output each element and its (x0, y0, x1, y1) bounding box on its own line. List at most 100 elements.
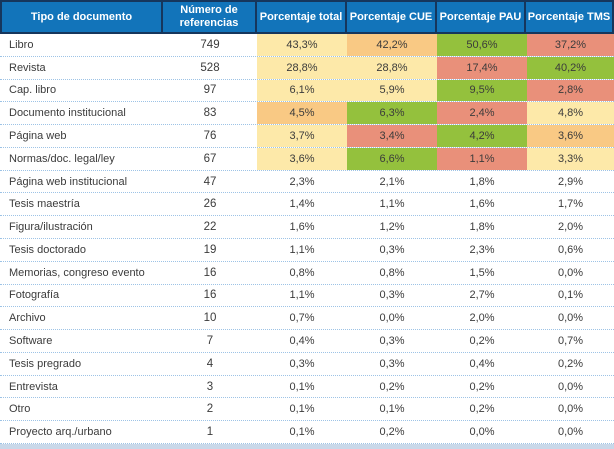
pct-value: 0,7% (557, 334, 584, 347)
table-row: Archivo 10 0,7% 0,0% 2,0% 0,0% (0, 307, 614, 331)
refs-value: 76 (203, 129, 217, 142)
table-row: Documento institucional 83 4,5% 6,3% 2,4% 4,8… (0, 102, 614, 126)
pct-value: 0,2% (379, 426, 405, 439)
table-row: Proyecto arq./urbano 1 0,1% 0,2% 0,0% 0,0% (0, 421, 614, 444)
pct-value: 2,8% (527, 79, 614, 102)
pct-value: 3,3% (527, 147, 614, 170)
table-row: Software 7 0,4% 0,3% 0,2% 0,7% (0, 330, 614, 353)
table-row: Revista 528 28,8% 28,8% 17,4% 40,2% (0, 56, 614, 80)
pct-value: 50,6% (437, 34, 527, 56)
pct-value: 0,2% (469, 403, 495, 416)
pct-value: 1,8% (469, 221, 495, 234)
pct-value: 1,2% (379, 221, 405, 234)
column-header-porcentaje-tms: Porcentaje TMS (526, 2, 612, 32)
table-row: Entrevista 3 0,1% 0,2% 0,2% 0,0% (0, 376, 614, 399)
pct-value: 0,7% (289, 312, 315, 325)
row-label: Tesis maestría (9, 198, 80, 211)
table-row: Memorias, congreso evento 16 0,8% 0,8% 1,5% 0… (0, 262, 614, 285)
row-label: Tesis doctorado (9, 243, 87, 256)
row-label: Entrevista (9, 380, 58, 393)
refs-value: 26 (203, 198, 217, 211)
pct-value: 0,2% (469, 334, 495, 347)
refs-value: 19 (203, 243, 217, 256)
pct-value: 0,3% (379, 334, 405, 347)
pct-value: 1,1% (289, 289, 315, 302)
pct-value: 0,8% (379, 266, 405, 279)
refs-value: 97 (203, 84, 217, 97)
row-label: Fotografía (9, 289, 60, 302)
pct-value: 1,5% (469, 266, 495, 279)
row-label: Software (9, 334, 53, 347)
table-row: Tesis doctorado 19 1,1% 0,3% 2,3% 0,6% (0, 239, 614, 262)
pct-value: 9,5% (437, 79, 527, 102)
column-header-porcentaje-cue: Porcentaje CUE (347, 2, 435, 32)
table-row: Normas/doc. legal/ley 67 3,6% 6,6% 1,1% 3,3% (0, 147, 614, 171)
table-row: Tesis maestría 26 1,4% 1,1% 1,6% 1,7% (0, 193, 614, 217)
pct-value: 0,4% (289, 334, 315, 347)
row-label: Tesis pregrado (9, 357, 82, 370)
row-label: Página web (9, 129, 67, 142)
pct-value: 0,6% (557, 243, 584, 256)
pct-value: 0,8% (289, 266, 315, 279)
pct-value: 2,3% (289, 175, 315, 188)
pct-value: 5,9% (347, 79, 437, 102)
pct-value: 3,4% (347, 125, 437, 147)
refs-value: 22 (203, 221, 217, 234)
refs-value: 10 (203, 312, 217, 325)
pct-value: 6,1% (257, 79, 347, 102)
row-label: Documento institucional (9, 107, 126, 120)
pct-value: 4,8% (527, 102, 614, 125)
row-label: Memorias, congreso evento (9, 266, 145, 279)
pct-value: 0,3% (379, 243, 405, 256)
table-body: Libro 749 43,3% 42,2% 50,6% 37,2% Revista 528 28… (0, 34, 614, 444)
pct-value: 0,3% (289, 357, 315, 370)
pct-value: 40,2% (527, 56, 614, 79)
column-header-numero-de-referencias: Número de referencias (163, 2, 255, 32)
pct-value: 1,8% (469, 175, 495, 188)
table-row: Tesis pregrado 4 0,3% 0,3% 0,4% 0,2% (0, 353, 614, 376)
table-row: Cap. libro 97 6,1% 5,9% 9,5% 2,8% (0, 79, 614, 103)
column-header-tipo-de-documento: Tipo de documento (2, 2, 161, 32)
pct-value: 1,7% (557, 198, 584, 211)
row-label: Archivo (9, 312, 46, 325)
row-label: Cap. libro (9, 84, 57, 97)
pct-value: 0,1% (557, 289, 584, 302)
pct-value: 3,6% (257, 147, 347, 170)
pct-value: 2,3% (469, 243, 495, 256)
column-header-porcentaje-total: Porcentaje total (257, 2, 345, 32)
table-row: Página web institucional 47 2,3% 2,1% 1,8% 2,… (0, 171, 614, 194)
pct-value: 17,4% (437, 56, 527, 79)
refs-value: 47 (203, 175, 217, 188)
pct-value: 0,2% (379, 380, 405, 393)
pct-value: 0,3% (379, 357, 405, 370)
pct-value: 2,9% (557, 175, 584, 188)
refs-value: 4 (206, 357, 214, 370)
pct-value: 43,3% (257, 34, 347, 56)
pct-value: 1,6% (289, 221, 315, 234)
refs-value: 7 (206, 334, 214, 347)
refs-value: 3 (206, 380, 214, 393)
refs-value: 528 (200, 61, 220, 74)
pct-value: 0,1% (379, 403, 405, 416)
pct-value: 0,1% (289, 380, 315, 393)
pct-value: 2,4% (437, 102, 527, 125)
row-label: Normas/doc. legal/ley (9, 152, 115, 165)
refs-value: 16 (203, 266, 217, 279)
pct-value: 0,3% (379, 289, 405, 302)
pct-value: 1,6% (469, 198, 495, 211)
pct-value: 37,2% (527, 34, 614, 56)
refs-value: 2 (206, 403, 214, 416)
pct-value: 0,2% (557, 357, 584, 370)
pct-value: 1,4% (289, 198, 315, 211)
pct-value: 1,1% (437, 147, 527, 170)
table-bottom-border (0, 444, 614, 449)
pct-value: 0,2% (469, 380, 495, 393)
pct-value: 0,0% (557, 426, 584, 439)
pct-value: 28,8% (347, 56, 437, 79)
pct-value: 6,6% (347, 147, 437, 170)
pct-value: 3,6% (527, 125, 614, 147)
pct-value: 4,5% (257, 102, 347, 125)
pct-value: 2,1% (379, 175, 405, 188)
refs-value: 83 (203, 107, 217, 120)
